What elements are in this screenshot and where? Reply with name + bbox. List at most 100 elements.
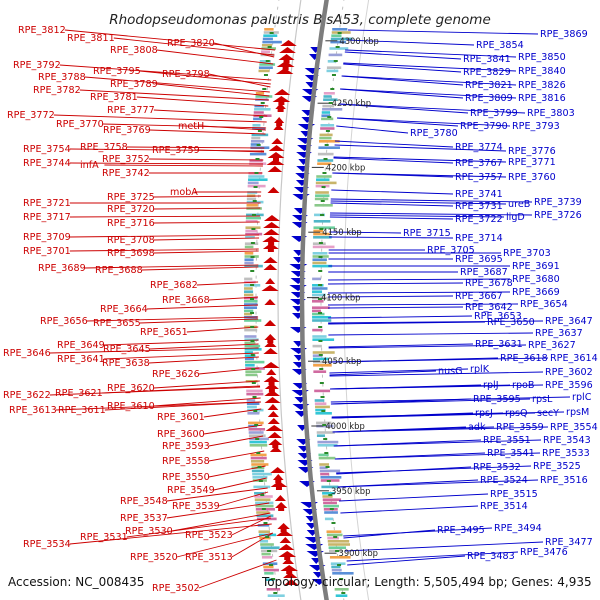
forward-gene-label: RPE_3698	[107, 248, 155, 259]
forward-gene-label: RPE_3610	[107, 401, 155, 412]
reverse-gene-label: RPE_3691	[512, 261, 560, 272]
reverse-gene-label: RPE_3614	[550, 353, 598, 364]
forward-gene-label: RPE_3744	[23, 158, 71, 169]
reverse-gene-label: RPE_3647	[545, 316, 593, 327]
reverse-gene-label: RPE_3495	[437, 525, 485, 536]
forward-gene-label: RPE_3622	[3, 390, 51, 401]
reverse-leader-lines	[327, 29, 571, 566]
reverse-gene-label: RPE_3596	[545, 380, 593, 391]
forward-gene-label: RPE_3638	[102, 358, 150, 369]
forward-gene-label: RPE_3811	[67, 33, 115, 44]
tick-label: 4100 kbp	[321, 293, 360, 303]
reverse-gene-label: RPE_3850	[518, 52, 566, 63]
forward-gene-label: RPE_3523	[185, 530, 233, 541]
reverse-gene-label: RPE_3533	[542, 448, 590, 459]
reverse-gene-label: RPE_3821	[465, 80, 513, 91]
reverse-gene-label: adk	[468, 422, 486, 433]
forward-gene-label: RPE_3792	[13, 60, 61, 71]
forward-gene-label: RPE_3789	[110, 79, 158, 90]
forward-gene-label: RPE_3770	[56, 119, 104, 130]
forward-gene-label: RPE_3593	[162, 441, 210, 452]
reverse-gene-label: RPE_3703	[503, 248, 551, 259]
tick-label: 3950 kbp	[331, 486, 370, 496]
forward-gene-label: RPE_3620	[107, 383, 155, 394]
reverse-gene-label: rpsL	[532, 394, 553, 405]
reverse-gene-label: RPE_3826	[518, 80, 566, 91]
reverse-gene-label: RPE_3695	[455, 254, 503, 265]
outer-guide	[277, 0, 302, 600]
reverse-gene-label: RPE_3559	[496, 422, 544, 433]
reverse-gene-label: RPE_3515	[490, 489, 538, 500]
reverse-gene-label: RPE_3840	[518, 66, 566, 77]
forward-strand-arrows	[261, 40, 299, 585]
forward-gene-label: RPE_3530	[125, 526, 173, 537]
forward-gene-label: RPE_3689	[38, 263, 86, 274]
forward-gene-label: RPE_3613	[9, 405, 57, 416]
forward-gene-label: RPE_3550	[162, 472, 210, 483]
forward-gene-label: infA	[80, 160, 99, 171]
reverse-gene-label: RPE_3524	[480, 475, 528, 486]
forward-gene-label: RPE_3688	[95, 265, 143, 276]
forward-gene-label: RPE_3548	[120, 496, 168, 507]
reverse-gene-label: RPE_3715	[403, 228, 451, 239]
forward-gene-label: RPE_3725	[107, 192, 155, 203]
reverse-gene-label: RPE_3714	[455, 233, 503, 244]
forward-gene-label: RPE_3781	[90, 92, 138, 103]
genome-backbone	[299, 0, 329, 600]
tick-label: 4250 kbp	[332, 98, 371, 108]
reverse-gene-label: RPE_3803	[527, 108, 575, 119]
forward-gene-label: RPE_3777	[107, 105, 155, 116]
reverse-gene-label: RPE_3829	[463, 67, 511, 78]
forward-gene-label: RPE_3708	[107, 235, 155, 246]
forward-gene-label: RPE_3520	[130, 552, 178, 563]
forward-gene-label: RPE_3720	[107, 204, 155, 215]
reverse-gene-label: RPE_3776	[508, 146, 556, 157]
reverse-gene-label: RPE_3483	[467, 551, 515, 562]
reverse-gene-label: RPE_3757	[455, 172, 503, 183]
forward-gene-label: RPE_3649	[57, 340, 105, 351]
forward-gene-label: RPE_3641	[57, 354, 105, 365]
forward-gene-label: RPE_3812	[18, 25, 66, 36]
inner-guide	[343, 0, 370, 600]
forward-gene-label: RPE_3754	[23, 144, 71, 155]
reverse-gene-label: RPE_3650	[487, 317, 535, 328]
reverse-gene-label: secY	[537, 408, 559, 419]
reverse-gene-label: RPE_3726	[534, 210, 582, 221]
forward-leader-lines	[49, 29, 277, 589]
reverse-gene-label: RPE_3516	[540, 475, 588, 486]
forward-gene-label: RPE_3651	[140, 327, 188, 338]
reverse-gene-label: RPE_3494	[494, 523, 542, 534]
reverse-gene-label: RPE_3637	[535, 328, 583, 339]
reverse-gene-label: RPE_3722	[455, 214, 503, 225]
reverse-gene-label: RPE_3799	[470, 108, 518, 119]
feature-bands	[244, 28, 354, 597]
reverse-gene-label: RPE_3680	[512, 274, 560, 285]
reverse-gene-label: RPE_3780	[410, 128, 458, 139]
tick-label: 4000 kbp	[325, 421, 364, 431]
forward-gene-label: RPE_3782	[33, 85, 81, 96]
reverse-gene-label: RPE_3642	[465, 302, 513, 313]
forward-gene-label: RPE_3701	[23, 246, 71, 257]
reverse-gene-label: RPE_3741	[455, 189, 503, 200]
reverse-gene-label: rpoB	[512, 380, 535, 391]
reverse-gene-labels: RPE_3869 RPE_3854 RPE_3841 RPE_3850 RPE_3829…	[403, 29, 598, 562]
reverse-gene-label: RPE_3514	[480, 501, 528, 512]
tick-label: 4300 kbp	[339, 36, 378, 46]
reverse-gene-label: rplK	[470, 364, 490, 375]
topology-text: Topology: circular; Length: 5,505,494 bp…	[262, 575, 592, 589]
accession-text: Accession: NC_008435	[8, 575, 145, 589]
forward-gene-label: RPE_3558	[162, 456, 210, 467]
reverse-gene-label: RPE_3669	[512, 287, 560, 298]
reverse-gene-label: nusG	[438, 366, 463, 377]
reverse-gene-label: RPE_3595	[473, 394, 521, 405]
reverse-gene-label: RPE_3767	[455, 158, 503, 169]
reverse-gene-label: RPE_3841	[463, 54, 511, 65]
forward-gene-label: RPE_3656	[40, 316, 88, 327]
forward-dotted-guide	[255, 0, 280, 600]
map-title: Rhodopseudomonas palustris BisA53, compl…	[109, 12, 491, 28]
reverse-gene-label: rpsQ	[505, 408, 528, 419]
forward-gene-label: RPE_3502	[152, 583, 200, 594]
reverse-gene-label: RPE_3554	[550, 422, 598, 433]
forward-gene-label: RPE_3513	[185, 552, 233, 563]
